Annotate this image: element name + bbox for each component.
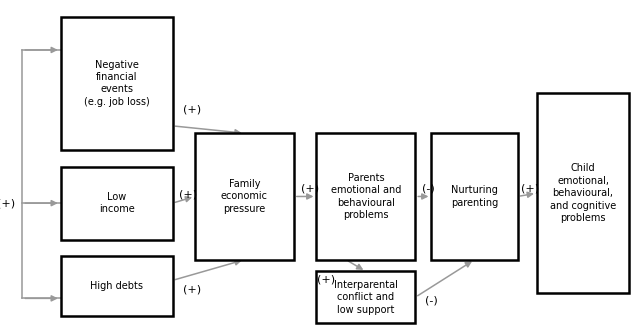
Text: (+): (+) — [301, 183, 319, 193]
FancyBboxPatch shape — [61, 256, 173, 316]
Text: Nurturing
parenting: Nurturing parenting — [451, 185, 498, 208]
FancyBboxPatch shape — [316, 271, 415, 323]
FancyBboxPatch shape — [61, 166, 173, 240]
Text: Low
income: Low income — [99, 192, 134, 214]
FancyBboxPatch shape — [316, 133, 415, 260]
Text: (-): (-) — [425, 295, 438, 306]
Text: Interparental
conflict and
low support: Interparental conflict and low support — [334, 280, 397, 315]
Text: Parents
emotional and
behavioural
problems: Parents emotional and behavioural proble… — [330, 173, 401, 220]
FancyBboxPatch shape — [195, 133, 294, 260]
Text: (+): (+) — [0, 198, 15, 208]
Text: (+): (+) — [183, 105, 201, 115]
Text: (-): (-) — [422, 183, 435, 193]
FancyBboxPatch shape — [537, 93, 629, 293]
Text: (+): (+) — [521, 183, 539, 193]
Text: Family
economic
pressure: Family economic pressure — [221, 179, 268, 214]
Text: (+): (+) — [183, 284, 201, 294]
FancyBboxPatch shape — [61, 17, 173, 150]
Text: Negative
financial
events
(e.g. job loss): Negative financial events (e.g. job loss… — [84, 60, 150, 107]
Text: High debts: High debts — [90, 281, 143, 291]
Text: (+): (+) — [180, 190, 197, 200]
FancyBboxPatch shape — [431, 133, 518, 260]
Text: Child
emotional,
behavioural,
and cognitive
problems: Child emotional, behavioural, and cognit… — [550, 164, 616, 223]
Text: (+): (+) — [317, 275, 335, 285]
